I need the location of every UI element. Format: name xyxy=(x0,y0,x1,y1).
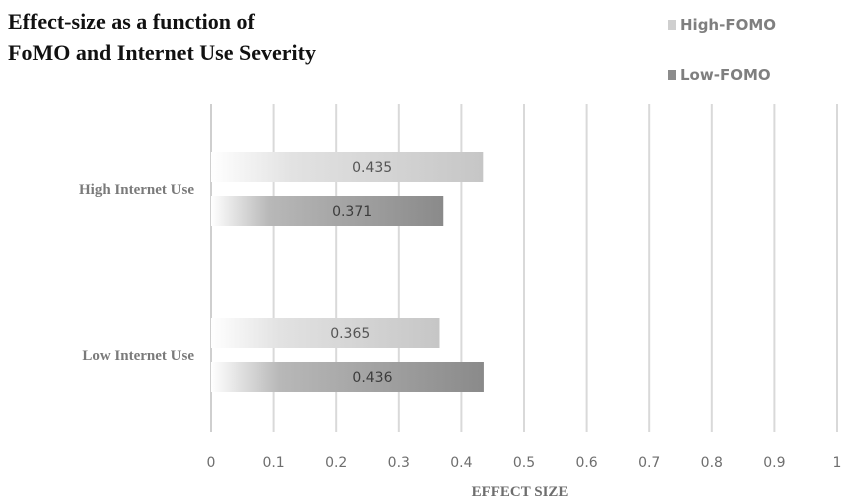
x-tick-label: 0.6 xyxy=(575,455,597,471)
x-tick-label: 0.5 xyxy=(513,455,535,471)
x-tick-label: 0.3 xyxy=(388,455,410,471)
y-category-label: Low Internet Use xyxy=(82,348,194,364)
data-label: 0.365 xyxy=(330,326,370,342)
legend-item-low-fomo: Low-FOMO xyxy=(668,66,771,84)
bar xyxy=(211,318,440,348)
x-tick-label: 0.2 xyxy=(325,455,347,471)
y-category-label: High Internet Use xyxy=(79,182,194,198)
legend-label-low-fomo: Low-FOMO xyxy=(680,66,771,84)
chart-title: Effect-size as a function of FoMO and Int… xyxy=(8,9,316,65)
x-tick-label: 1 xyxy=(833,455,842,471)
legend-item-high-fomo: High-FOMO xyxy=(668,16,776,34)
x-axis-title: EFFECT SIZE xyxy=(472,484,569,500)
bar xyxy=(211,362,484,392)
x-tick-label: 0.9 xyxy=(763,455,785,471)
x-tick-label: 0 xyxy=(207,455,216,471)
legend-swatch-low-fomo xyxy=(668,70,676,80)
x-tick-label: 0.7 xyxy=(638,455,660,471)
data-label: 0.371 xyxy=(332,204,372,220)
x-tick-label: 0.8 xyxy=(701,455,723,471)
bar xyxy=(211,152,484,182)
x-tick-label: 0.1 xyxy=(262,455,284,471)
data-label: 0.435 xyxy=(352,160,392,176)
data-label: 0.436 xyxy=(352,370,392,386)
bar xyxy=(211,196,444,226)
x-tick-label: 0.4 xyxy=(450,455,472,471)
legend-label-high-fomo: High-FOMO xyxy=(680,16,777,34)
legend-swatch-high-fomo xyxy=(668,20,676,30)
